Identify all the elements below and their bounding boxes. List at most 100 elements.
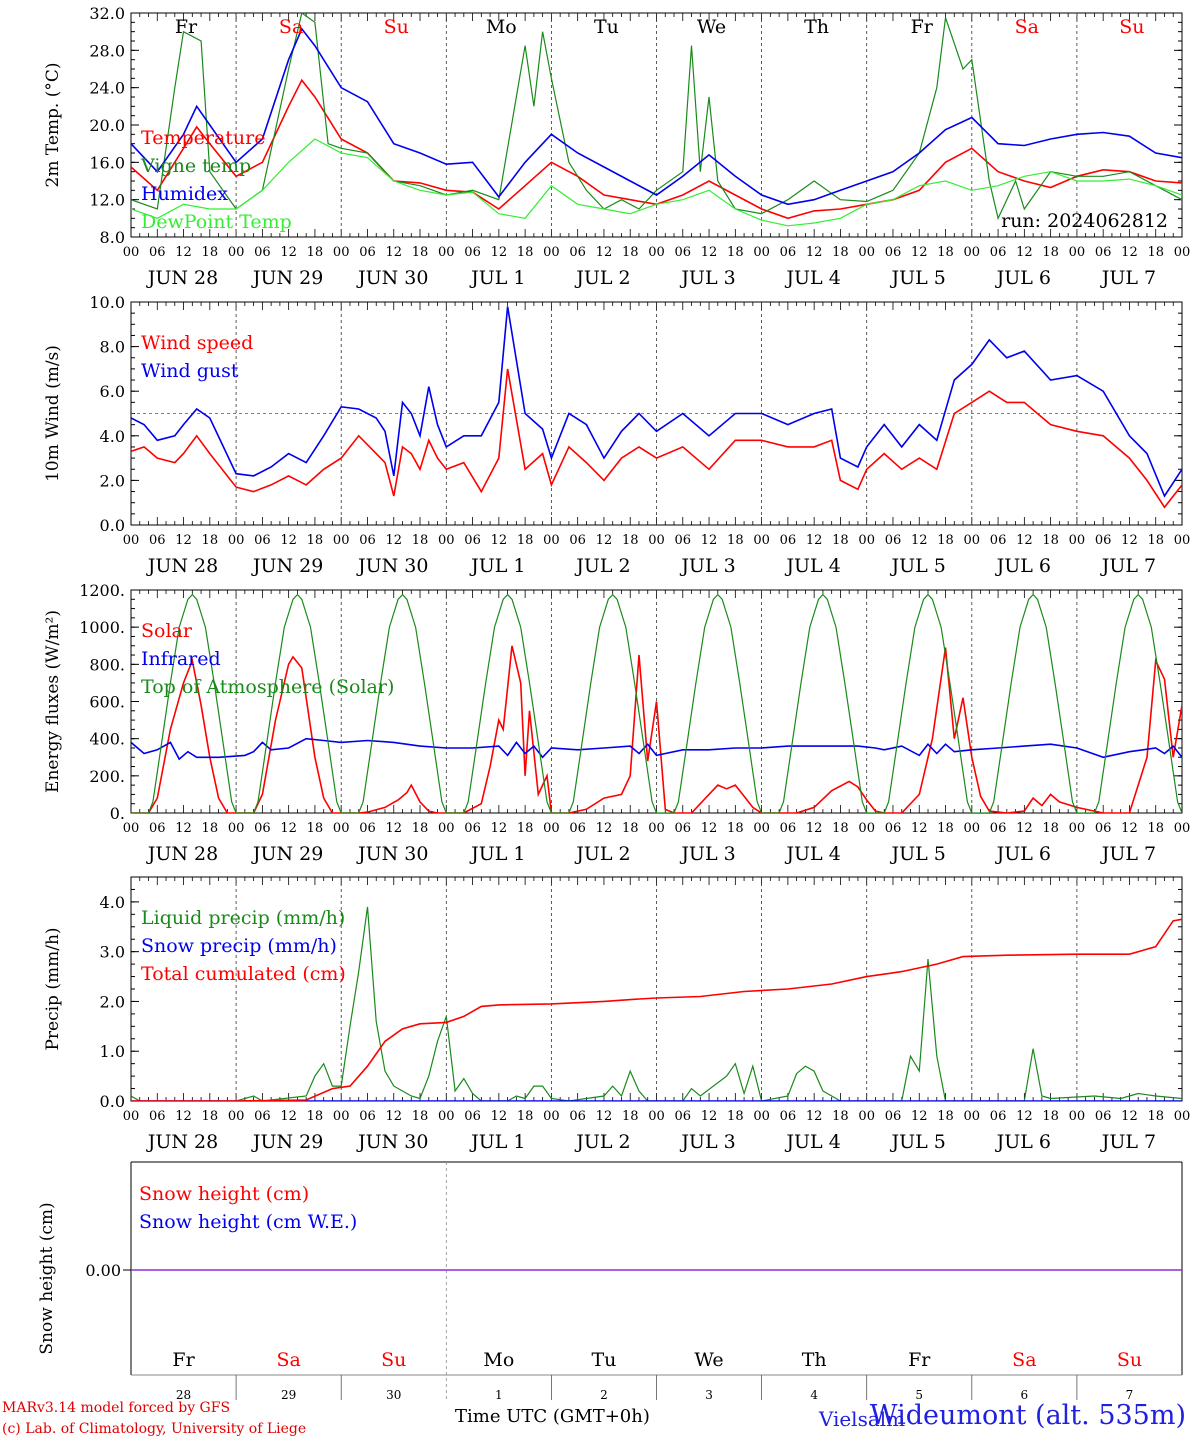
run-label: run: 2024062812 [1001,210,1168,232]
legend-entry: Wind gust [141,360,239,382]
x-hour-label: 18 [202,245,219,260]
panel-5: 0.00 Snow height (cm) Snow height (cm) Snow… [37,1161,1183,1431]
x-hour-label: 18 [832,1109,849,1124]
y-axis-label: 10m Wind (m/s) [43,345,63,482]
series-line-red [131,918,1182,1101]
x-hour-label: 18 [622,821,639,836]
x-hour-label: 12 [491,245,508,260]
weekday-label: Mo [483,1349,514,1371]
y-tick-label: 200. [89,767,125,786]
x-hour-label: 12 [1121,533,1138,548]
x-date-label: JUL 2 [574,1131,630,1153]
x-hour-label: 06 [254,1109,271,1124]
x-date-label: JUL 5 [890,1131,946,1153]
x-date-label: JUL 2 [574,267,630,289]
x-hour-label: 06 [464,533,481,548]
y-tick-label: 0.00 [85,1261,121,1280]
y-axis-label: 2m Temp. (°C) [43,62,63,187]
x-hour-label: 12 [280,245,297,260]
weekday-label: Sa [1012,1349,1036,1371]
y-axis-label: Snow height (cm) [37,1202,57,1354]
x-date-label: JUL 6 [995,843,1051,865]
x-hour-label: 00 [333,533,350,548]
x-hour-label: 00 [333,1109,350,1124]
day-number-label: 5 [915,1388,923,1402]
x-hour-label: 00 [648,245,665,260]
x-hour-label: 12 [1121,245,1138,260]
x-hour-label: 00 [753,1109,770,1124]
x-hour-label: 12 [175,821,192,836]
x-hour-label: 18 [937,533,954,548]
x-axis-title: Time UTC (GMT+0h) [455,1406,650,1427]
x-hour-label: 12 [596,1109,613,1124]
x-hour-label: 00 [1069,1109,1086,1124]
legend-entry: Solar [141,620,193,642]
x-hour-label: 00 [123,1109,140,1124]
x-hour-label: 06 [359,821,376,836]
x-hour-label: 06 [254,533,271,548]
x-date-label: JUL 5 [890,555,946,577]
day-number-label: 4 [810,1388,818,1402]
y-tick-label: 6.0 [100,382,125,401]
x-hour-label: 06 [675,533,692,548]
x-hour-label: 12 [701,533,718,548]
y-tick-label: 4.0 [100,427,125,446]
legend-entry: Top of Atmosphere (Solar) [141,676,394,698]
day-number-label: 3 [705,1388,713,1402]
x-hour-label: 18 [622,1109,639,1124]
x-hour-label: 18 [517,1109,534,1124]
x-date-label: JUN 28 [146,555,218,577]
x-date-label: JUL 1 [469,555,525,577]
y-tick-label: 2.0 [100,992,125,1011]
legend-entry: Liquid precip (mm/h) [141,907,345,929]
x-hour-label: 12 [1121,1109,1138,1124]
x-hour-label: 18 [307,245,324,260]
x-hour-label: 18 [517,533,534,548]
y-tick-label: 1000. [79,618,125,637]
x-hour-label: 12 [911,821,928,836]
legend-entry: Vigne temp [140,155,251,177]
plot-frame [130,12,1183,238]
x-date-label: JUN 29 [251,1131,323,1153]
series-line-green [131,593,1182,813]
x-hour-label: 18 [202,1109,219,1124]
panel-1: 8.0 12.0 16.0 20.0 24.0 28.0 32.0 2m Temp. (°C)… [43,4,1190,289]
x-hour-label: 18 [937,245,954,260]
day-number-label: 29 [281,1388,296,1402]
weekday-label: Su [381,1349,406,1371]
y-tick-label: 32.0 [89,4,125,23]
y-tick-label: 400. [89,730,125,749]
series-line-lime [131,138,1182,227]
series-line-green [131,13,1182,221]
x-date-label: JUN 29 [251,267,323,289]
x-hour-label: 18 [727,245,744,260]
x-date-label: JUN 30 [356,267,428,289]
x-date-label: JUL 6 [995,267,1051,289]
x-date-label: JUL 3 [679,1131,735,1153]
weekday-label: Su [1119,16,1144,38]
x-date-label: JUL 2 [574,843,630,865]
x-hour-label: 00 [753,821,770,836]
x-hour-label: 12 [280,821,297,836]
x-date-label: JUL 4 [784,843,840,865]
day-number-label: 2 [600,1388,608,1402]
x-hour-label: 00 [333,245,350,260]
x-hour-label: 00 [964,1109,981,1124]
x-hour-label: 18 [412,533,429,548]
weekday-label: Fr [172,1349,195,1371]
x-hour-label: 18 [727,533,744,548]
x-hour-label: 18 [307,821,324,836]
x-hour-label: 00 [543,533,560,548]
weekday-label: Sa [1015,16,1039,38]
y-tick-label: 0. [110,804,125,823]
x-hour-label: 18 [1147,1109,1164,1124]
series-line-blue [131,737,1182,761]
legend-entry: Snow height (cm) [139,1183,309,1205]
day-number-label: 7 [1126,1388,1134,1402]
x-hour-label: 12 [175,533,192,548]
x-hour-label: 18 [1042,821,1059,836]
x-hour-label: 12 [806,245,823,260]
x-date-label: JUL 2 [574,555,630,577]
x-date-label: JUN 30 [356,843,428,865]
